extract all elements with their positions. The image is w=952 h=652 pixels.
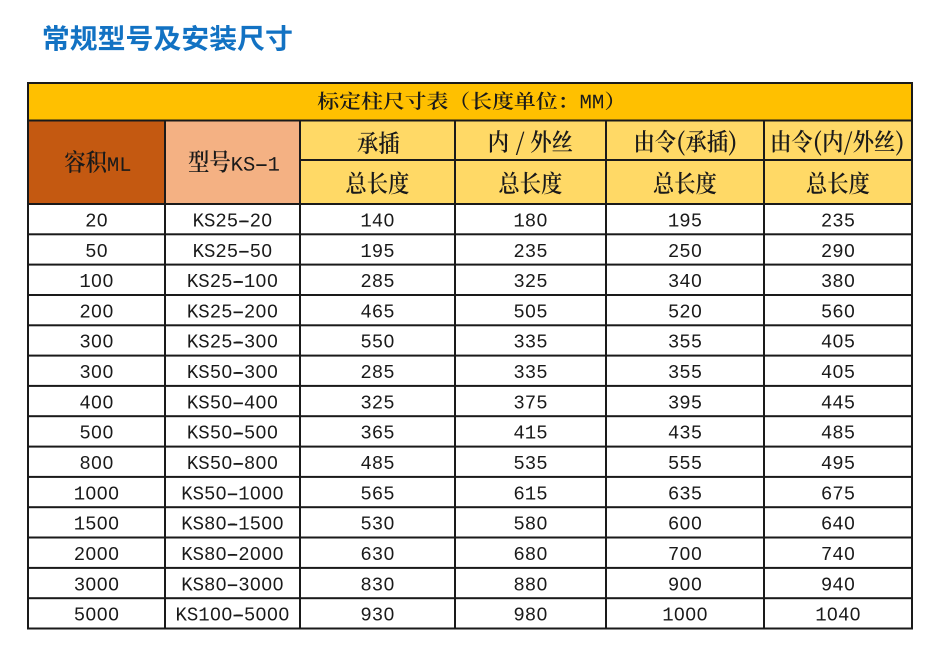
svg-text:485: 485 [821, 423, 855, 445]
svg-text:285: 285 [360, 271, 394, 293]
svg-text:1000: 1000 [74, 483, 120, 505]
svg-text:445: 445 [821, 392, 855, 414]
svg-text:565: 565 [360, 483, 394, 505]
svg-text:20: 20 [85, 211, 108, 233]
svg-text:380: 380 [821, 271, 855, 293]
svg-text:325: 325 [513, 271, 547, 293]
svg-text:KS50-500: KS50-500 [187, 423, 278, 445]
svg-text:740: 740 [821, 544, 855, 566]
svg-text:KS50-400: KS50-400 [187, 392, 278, 414]
svg-text:465: 465 [360, 301, 394, 323]
svg-text:940: 940 [821, 574, 855, 596]
svg-text:680: 680 [513, 544, 547, 566]
svg-text:415: 415 [513, 423, 547, 445]
svg-text:485: 485 [360, 453, 394, 475]
svg-text:630: 630 [360, 544, 394, 566]
svg-text:KS25-200: KS25-200 [187, 301, 278, 323]
svg-text:KS100-5000: KS100-5000 [175, 605, 289, 627]
svg-text:340: 340 [668, 271, 702, 293]
svg-text:285: 285 [360, 362, 394, 384]
svg-text:580: 580 [513, 514, 547, 536]
svg-text:535: 535 [513, 453, 547, 475]
svg-text:560: 560 [821, 301, 855, 323]
svg-text:290: 290 [821, 241, 855, 263]
svg-text:KS25-20: KS25-20 [193, 211, 273, 233]
svg-text:195: 195 [360, 241, 394, 263]
svg-text:550: 550 [360, 332, 394, 354]
svg-text:615: 615 [513, 483, 547, 505]
svg-text:555: 555 [668, 453, 702, 475]
svg-text:880: 880 [513, 574, 547, 596]
svg-text:195: 195 [668, 211, 702, 233]
svg-text:50: 50 [85, 241, 108, 263]
svg-text:930: 930 [360, 605, 394, 627]
svg-text:365: 365 [360, 423, 394, 445]
svg-text:675: 675 [821, 483, 855, 505]
svg-text:KS50-300: KS50-300 [187, 362, 278, 384]
svg-text:335: 335 [513, 362, 547, 384]
svg-text:435: 435 [668, 423, 702, 445]
svg-text:KS25-300: KS25-300 [187, 332, 278, 354]
svg-text:5000: 5000 [74, 605, 120, 627]
svg-text:KS25-100: KS25-100 [187, 271, 278, 293]
svg-text:235: 235 [513, 241, 547, 263]
svg-text:395: 395 [668, 392, 702, 414]
svg-text:375: 375 [513, 392, 547, 414]
svg-text:3000: 3000 [74, 574, 120, 596]
svg-text:325: 325 [360, 392, 394, 414]
svg-text:980: 980 [513, 605, 547, 627]
svg-text:635: 635 [668, 483, 702, 505]
svg-text:KS50-800: KS50-800 [187, 453, 278, 475]
svg-text:530: 530 [360, 514, 394, 536]
svg-text:KS25-50: KS25-50 [193, 241, 273, 263]
svg-text:140: 140 [360, 211, 394, 233]
svg-text:640: 640 [821, 514, 855, 536]
svg-text:495: 495 [821, 453, 855, 475]
svg-text:1500: 1500 [74, 514, 120, 536]
svg-text:180: 180 [513, 211, 547, 233]
svg-text:1040: 1040 [815, 605, 861, 627]
svg-text:355: 355 [668, 332, 702, 354]
svg-text:355: 355 [668, 362, 702, 384]
svg-text:250: 250 [668, 241, 702, 263]
svg-text:235: 235 [821, 211, 855, 233]
svg-text:2000: 2000 [74, 544, 120, 566]
svg-text:335: 335 [513, 332, 547, 354]
svg-text:830: 830 [360, 574, 394, 596]
svg-text:520: 520 [668, 301, 702, 323]
svg-text:1000: 1000 [662, 605, 708, 627]
